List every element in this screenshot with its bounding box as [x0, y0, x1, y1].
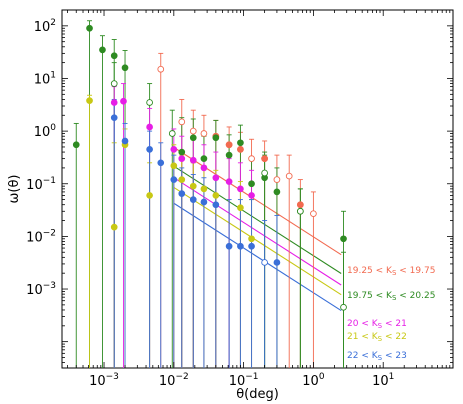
data-point: [212, 134, 220, 142]
y-tick-label: 100: [34, 123, 57, 140]
data-point: [178, 155, 186, 162]
fit-lines: [173, 146, 342, 312]
data-point-open: [261, 259, 268, 266]
data-point-filled: [237, 146, 244, 153]
data-markers: [72, 24, 347, 311]
data-point: [189, 127, 197, 135]
data-point: [146, 146, 153, 153]
data-point: [178, 148, 186, 156]
y-tick-labels: 10−3 10−2 10−1 100 101 102: [26, 18, 56, 298]
data-point: [110, 114, 118, 122]
data-point: [189, 182, 197, 190]
data-point: [157, 159, 165, 167]
data-point: [273, 188, 281, 196]
y-tick-label: 10−2: [26, 228, 56, 245]
plot-area: [61, 9, 454, 369]
data-point: [99, 46, 106, 54]
data-point: [170, 176, 178, 183]
data-point: [189, 134, 197, 142]
data-point: [110, 52, 118, 60]
data-point: [178, 118, 186, 126]
data-point: [237, 204, 244, 212]
fit-line: [173, 177, 342, 286]
data-point: [310, 210, 317, 218]
data-point-open: [146, 99, 153, 106]
data-point-open: [297, 207, 304, 215]
data-point: [178, 190, 186, 197]
x-tick-label: 10−2: [159, 372, 189, 389]
x-tick-label: 10−3: [89, 372, 119, 389]
data-point: [212, 174, 220, 182]
data-point: [200, 164, 208, 172]
data-point: [170, 146, 178, 153]
data-point-filled: [225, 141, 233, 149]
data-point: [285, 172, 293, 180]
data-point: [273, 259, 281, 266]
y-tick-label: 101: [34, 70, 56, 87]
fit-line: [173, 186, 342, 296]
series-label: 21 < KS < 22: [347, 332, 407, 343]
data-point: [248, 155, 255, 162]
fit-line: [173, 146, 342, 256]
data-point: [189, 196, 197, 203]
x-tick-label: 100: [302, 372, 325, 389]
y-tick-label: 102: [34, 18, 56, 35]
data-point: [225, 151, 233, 159]
data-point: [170, 162, 178, 170]
axis-ticks: [62, 9, 454, 368]
data-point: [121, 64, 129, 72]
data-point: [248, 192, 255, 199]
plot-frame: [61, 9, 454, 369]
data-point-open: [340, 303, 347, 311]
data-point: [189, 156, 197, 164]
data-point: [225, 242, 233, 250]
data-point-open: [110, 80, 118, 87]
data-point: [86, 97, 93, 104]
data-point-filled: [297, 201, 304, 209]
data-point: [212, 192, 220, 199]
series-label: 19.75 < KS < 20.25: [347, 291, 435, 302]
data-point-open: [261, 169, 268, 177]
data-point: [157, 65, 165, 73]
data-point-open: [168, 130, 176, 137]
x-tick-label: 101: [372, 372, 394, 389]
data-point: [146, 192, 153, 199]
data-point: [86, 24, 93, 32]
data-point: [121, 137, 129, 145]
data-point: [212, 201, 220, 209]
data-point: [340, 235, 347, 243]
data-point: [237, 185, 244, 193]
series-label: 22 < KS < 23: [347, 351, 407, 362]
data-point: [120, 97, 127, 105]
data-point: [248, 235, 255, 243]
data-point-filled: [261, 155, 268, 162]
data-point: [178, 176, 186, 183]
y-tick-label: 10−1: [26, 176, 56, 193]
data-point: [110, 99, 118, 106]
series-label: 20 < KS < 21: [347, 319, 407, 330]
data-point: [248, 180, 255, 188]
data-point: [248, 242, 255, 250]
series-labels: 19.25 < KS < 19.75 19.75 < KS < 20.25 20 <…: [347, 266, 435, 362]
y-tick-label: 10−3: [26, 281, 56, 298]
data-point: [72, 141, 80, 149]
x-tick-label: 10−1: [229, 372, 259, 389]
data-point: [273, 176, 281, 183]
data-point: [200, 185, 208, 193]
data-point: [200, 130, 208, 137]
data-point: [225, 178, 233, 185]
data-point: [110, 223, 118, 231]
data-point: [237, 242, 244, 250]
series-label: 19.25 < KS < 19.75: [347, 266, 435, 277]
data-point: [146, 123, 153, 131]
error-bars: [73, 20, 347, 368]
data-point: [237, 139, 244, 147]
x-tick-labels: 10−3 10−2 10−1 100 101: [89, 372, 394, 389]
data-point: [200, 155, 208, 162]
y-axis-label: ω(θ): [7, 175, 22, 204]
x-axis-label: θ(deg): [236, 387, 279, 402]
data-point: [200, 198, 208, 206]
